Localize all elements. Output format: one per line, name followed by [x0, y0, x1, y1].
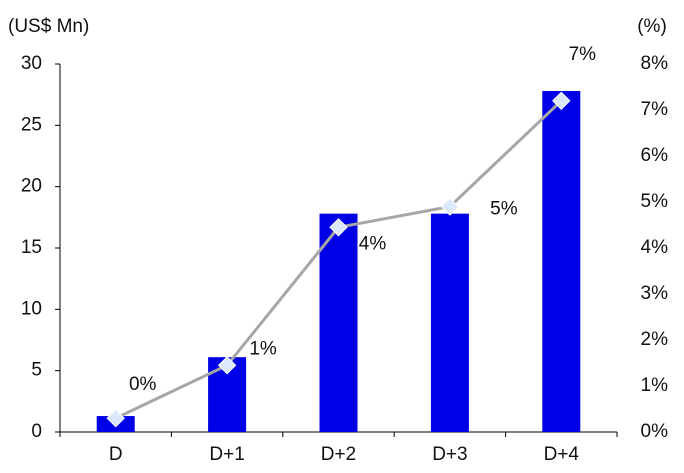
x-tick-label: D+1 — [209, 444, 244, 465]
y2-tick-label: 7% — [641, 99, 669, 120]
bar — [430, 213, 469, 432]
y-tick-label: 0 — [31, 421, 42, 442]
y2-axis-title: (%) — [637, 16, 667, 37]
y2-tick-label: 5% — [641, 191, 669, 212]
data-label: 4% — [359, 233, 387, 254]
data-label: 7% — [569, 44, 597, 65]
data-label: 1% — [249, 338, 277, 359]
marker — [217, 356, 237, 375]
y-tick-label: 10 — [21, 298, 42, 319]
y2-tick-label: 2% — [641, 329, 669, 350]
y-tick-label: 5 — [31, 360, 42, 381]
y2-tick-label: 4% — [641, 237, 669, 258]
y-tick-label: 15 — [21, 237, 42, 258]
marker — [552, 91, 571, 110]
x-tick-label: D+3 — [432, 444, 467, 465]
y2-tick-label: 1% — [641, 375, 669, 396]
bar — [542, 90, 581, 432]
y-tick-label: 20 — [21, 176, 42, 197]
y2-tick-label: 3% — [641, 283, 669, 304]
marker — [440, 197, 460, 216]
x-tick-label: D+2 — [321, 444, 356, 465]
data-label: 0% — [129, 374, 157, 395]
y-tick-label: 30 — [21, 53, 42, 74]
marker — [106, 409, 125, 428]
marker — [329, 218, 348, 237]
x-tick-label: D — [109, 444, 123, 465]
y-tick-label: 25 — [21, 114, 42, 135]
bar — [319, 213, 358, 432]
y2-tick-label: 0% — [641, 421, 669, 442]
x-tick-label: D+4 — [544, 444, 580, 465]
data-label: 5% — [490, 199, 518, 220]
y2-tick-label: 8% — [641, 53, 669, 74]
y-axis-title: (US$ Mn) — [8, 16, 89, 37]
y2-tick-label: 6% — [641, 145, 669, 166]
